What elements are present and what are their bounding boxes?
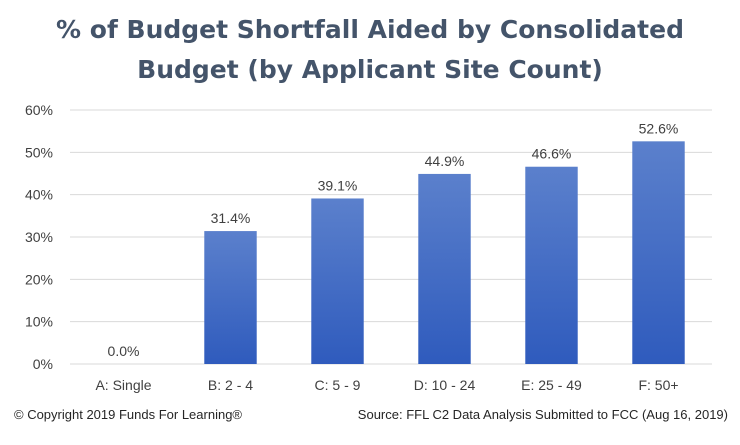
data-label: 0.0% [108,343,140,359]
data-label: 39.1% [318,177,358,193]
y-tick-label: 60% [25,102,53,118]
y-tick-label: 50% [25,144,53,160]
source-note: Source: FFL C2 Data Analysis Submitted t… [357,407,728,422]
bar [418,173,471,364]
x-axis-tick-labels: A: Single B: 2 - 4 C: 5 - 9 D: 10 - 24 E: 25… [95,377,678,393]
x-tick-label: E: 25 - 49 [521,377,582,393]
y-tick-label: 0% [33,356,53,372]
bars [204,141,685,364]
y-axis-tick-labels: 0% 10% 20% 30% 40% 50% 60% [25,102,53,372]
bar [311,198,364,364]
bar [204,231,257,364]
x-tick-label: B: 2 - 4 [208,377,253,393]
data-label: 44.9% [425,153,465,169]
y-tick-label: 40% [25,187,53,203]
x-tick-label: C: 5 - 9 [315,377,361,393]
chart-title-line-2: Budget (by Applicant Site Count) [137,55,603,84]
data-label: 52.6% [639,120,679,136]
copyright-notice: © Copyright 2019 Funds For Learning® [14,407,243,422]
x-tick-label: F: 50+ [638,377,678,393]
gridlines [70,109,712,365]
chart-title-line-1: % of Budget Shortfall Aided by Consolida… [56,15,684,44]
y-tick-label: 20% [25,271,53,287]
bar [632,141,685,364]
y-tick-label: 30% [25,229,53,245]
bar [525,166,578,364]
x-tick-label: A: Single [95,377,151,393]
data-labels: 0.0% 31.4% 39.1% 44.9% 46.6% 52.6% [108,120,679,359]
chart-title: % of Budget Shortfall Aided by Consolida… [0,10,740,90]
y-tick-label: 10% [25,314,53,330]
data-label: 31.4% [211,210,251,226]
data-label: 46.6% [532,146,572,162]
x-tick-label: D: 10 - 24 [414,377,476,393]
